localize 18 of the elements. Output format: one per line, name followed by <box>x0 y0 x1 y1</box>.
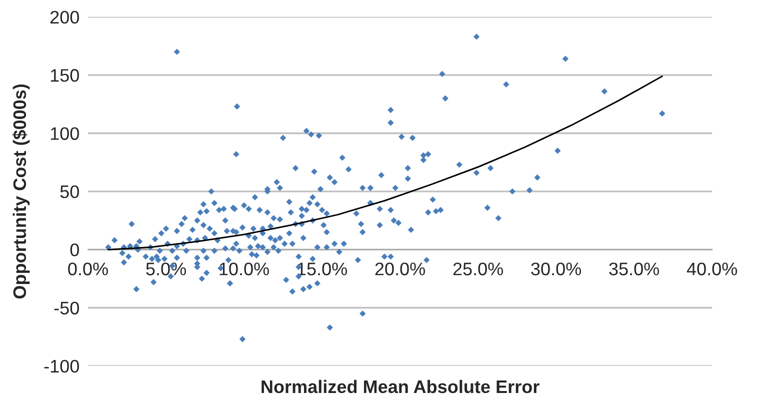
x-tick-label: 5.0% <box>146 262 186 276</box>
y-axis-title: Opportunity Cost ($000s) <box>12 84 30 299</box>
x-tick-label: 25.0% <box>453 262 504 276</box>
x-tick-label: 15.0% <box>298 262 347 276</box>
x-axis-title: Normalized Mean Absolute Error <box>262 380 540 394</box>
y-tick-label: 200 <box>50 10 79 24</box>
x-tick-label: 30.0% <box>531 262 582 276</box>
y-tick-label: -50 <box>54 302 79 314</box>
y-tick-label: -100 <box>44 360 79 373</box>
y-tick-label: 0 <box>70 244 79 256</box>
x-tick-label: 35.0% <box>609 262 660 276</box>
x-tick-label: 20.0% <box>375 262 426 276</box>
y-tick-label: 100 <box>50 127 79 140</box>
x-tick-label: 0.0% <box>68 262 108 276</box>
y-tick-label: 50 <box>60 185 79 198</box>
x-tick-label: 40.0% <box>686 262 738 276</box>
x-tick-label: 10.0% <box>220 262 269 276</box>
y-tick-label: 150 <box>50 69 79 82</box>
